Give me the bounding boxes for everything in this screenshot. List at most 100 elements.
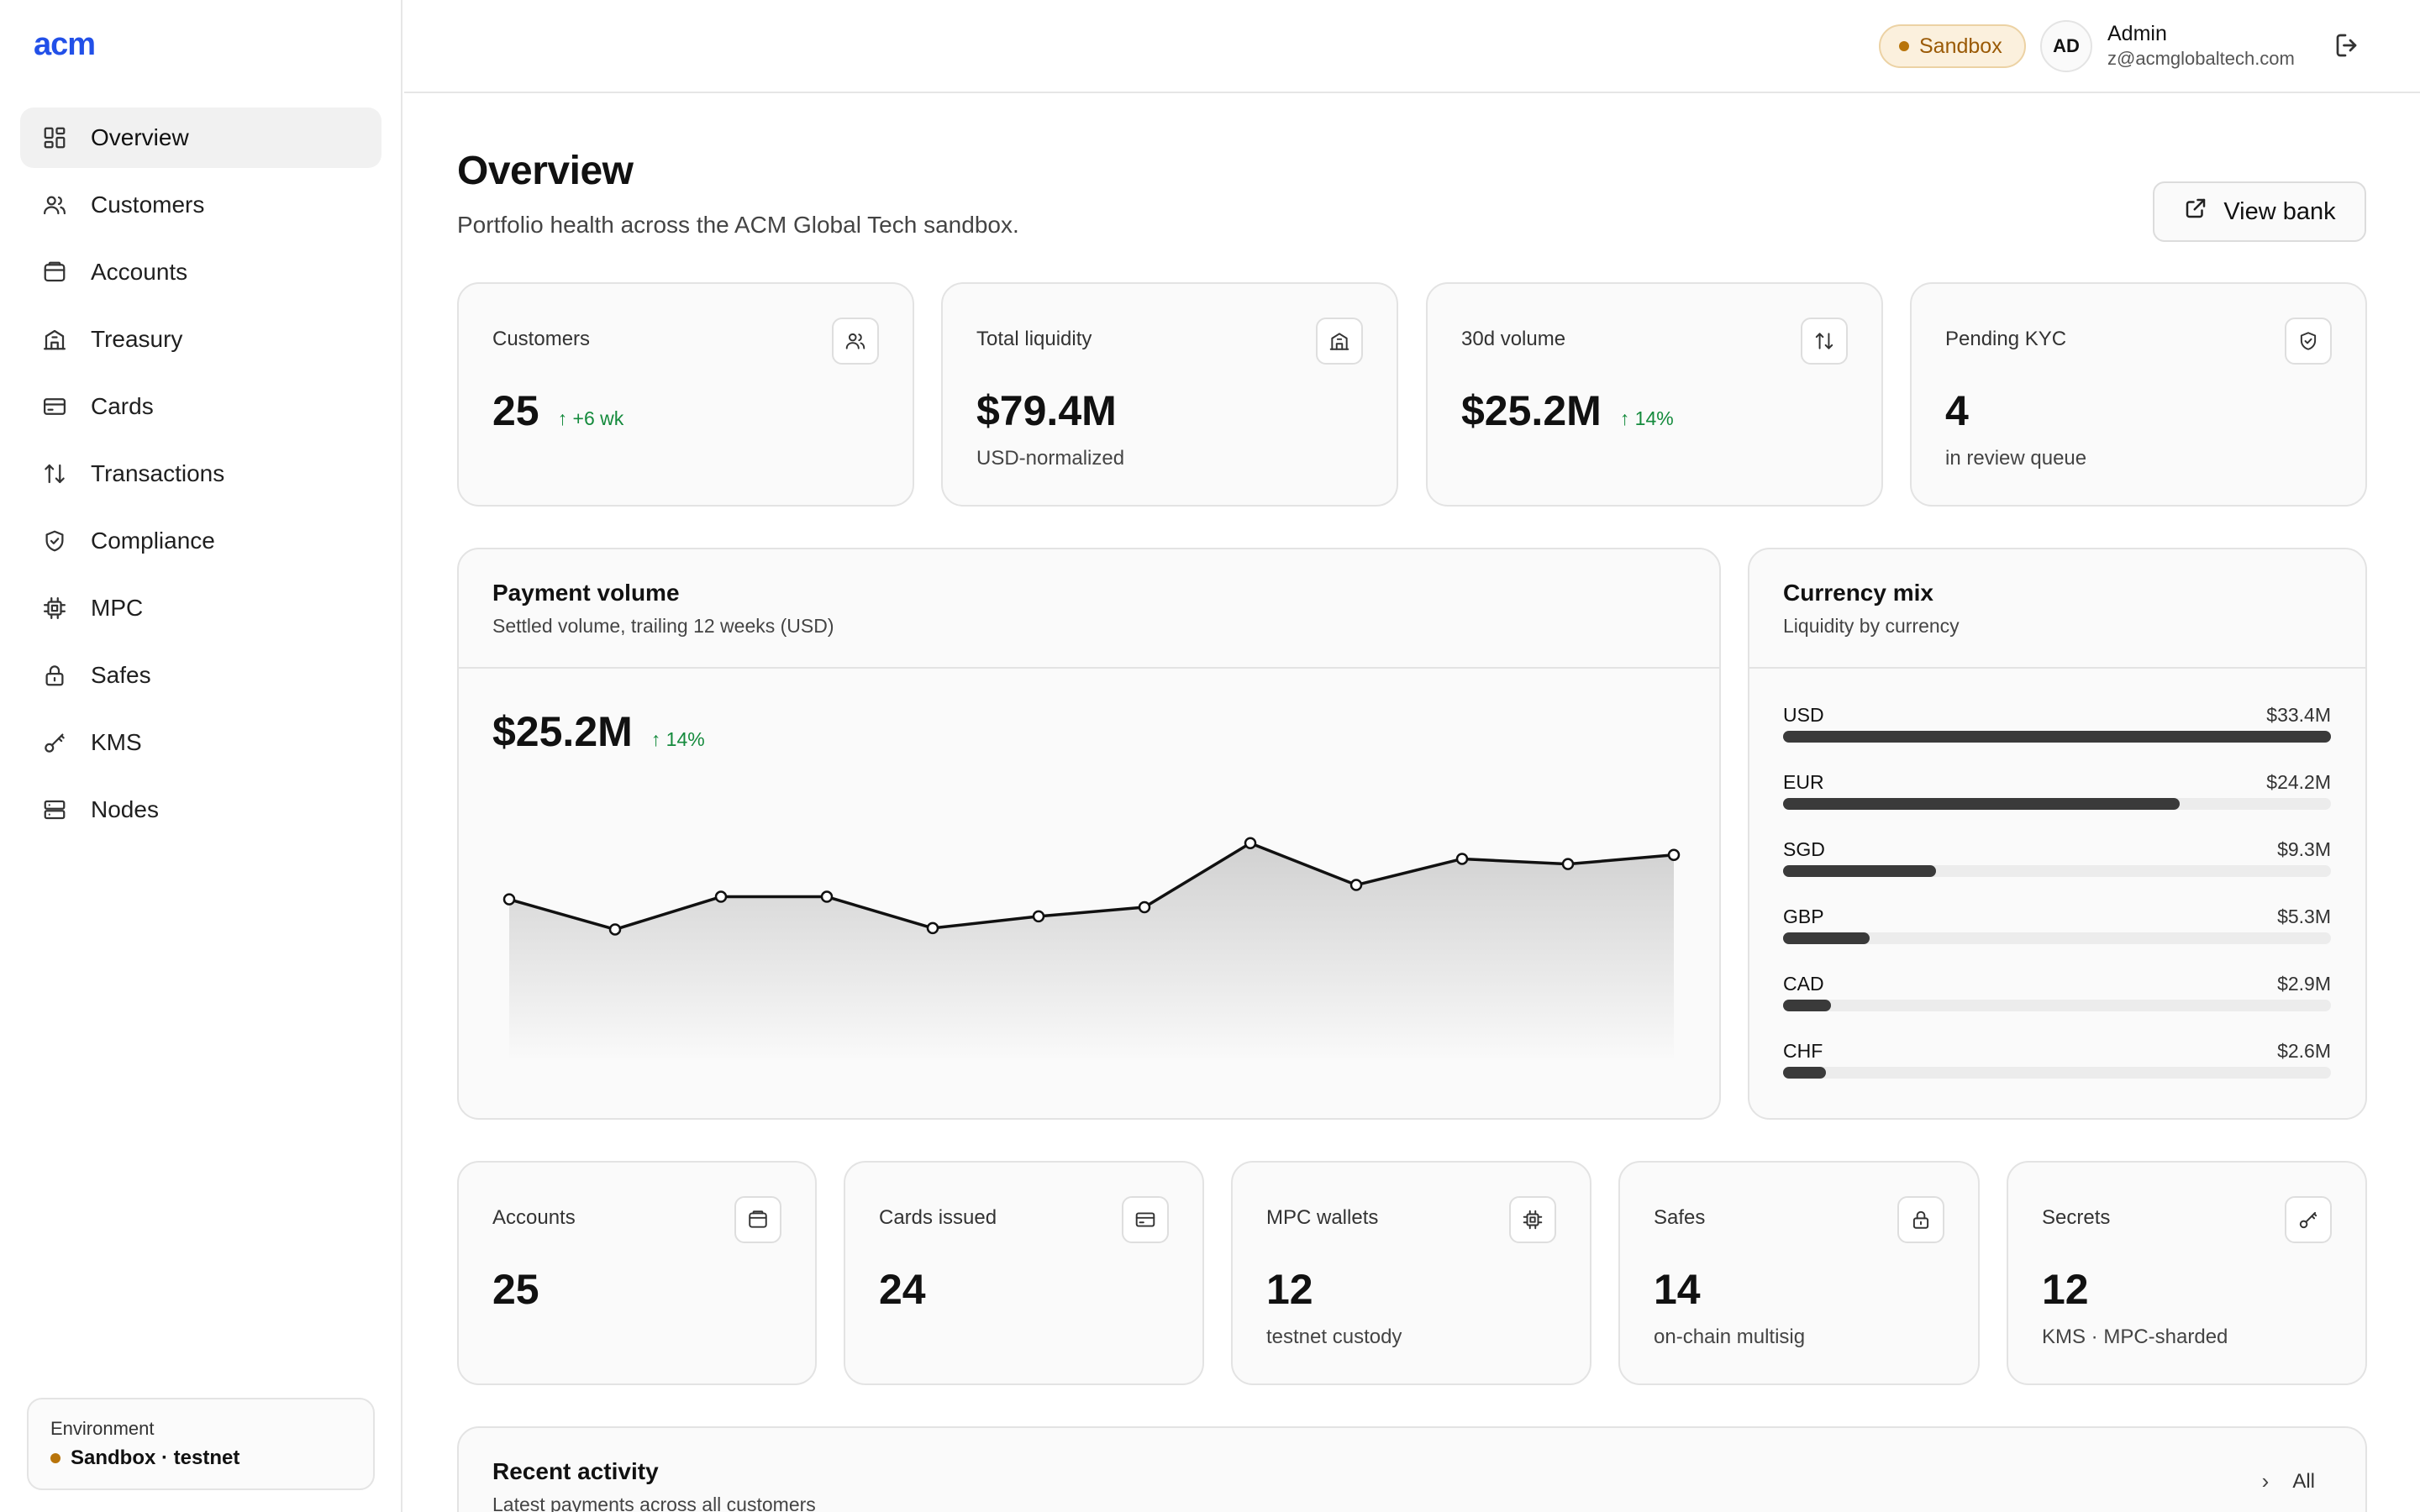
panel-subtitle: Latest payments across all customers <box>492 1494 816 1512</box>
chart-series-line <box>508 842 1675 932</box>
logout-button[interactable] <box>2333 30 2365 62</box>
stat-card-total-liquidity: Total liquidity $79.4M USD-normalized <box>941 282 1398 507</box>
view-all-label: All <box>2292 1469 2315 1493</box>
currency-amount: $2.9M <box>2277 973 2331 995</box>
sidebar-item-label: Accounts <box>91 259 188 285</box>
chip-icon <box>1509 1196 1556 1243</box>
stat-subtext: USD-normalized <box>976 447 1125 470</box>
sandbox-status-dot <box>1899 41 1909 51</box>
stat-value: 12 <box>1266 1266 1313 1313</box>
currency-row-chf: CHF $2.6M <box>1783 1040 2331 1079</box>
shield-check-icon <box>40 527 69 555</box>
currency-bar <box>1783 1067 1826 1079</box>
currency-bar-track <box>1783 1067 2331 1079</box>
stat-subtext: KMS · MPC-sharded <box>2042 1326 2228 1348</box>
chart-area-fill <box>509 843 1674 1062</box>
stat-label: Pending KYC <box>1945 328 2067 350</box>
sidebar-item-customers[interactable]: Customers <box>20 175 381 235</box>
stat-value-row: 4 <box>1945 386 1969 435</box>
currency-bar-track <box>1783 1000 2331 1011</box>
chart-point[interactable] <box>820 890 834 903</box>
currency-code: EUR <box>1783 771 1824 793</box>
sidebar-item-label: Compliance <box>91 528 215 554</box>
users-icon <box>40 191 69 219</box>
stat-value: 25 <box>492 1266 539 1313</box>
sidebar-item-label: Transactions <box>91 460 225 486</box>
currency-mix-panel: Currency mix Liquidity by currency USD $3… <box>1748 548 2367 1120</box>
sidebar-item-label: Safes <box>91 662 151 688</box>
sidebar-item-cards[interactable]: Cards <box>20 376 381 437</box>
view-all-activity-button[interactable]: › All <box>2262 1468 2315 1494</box>
chart-point[interactable] <box>1138 900 1151 914</box>
stat-label: Total liquidity <box>976 328 1092 350</box>
lock-icon <box>40 661 69 690</box>
panel-header: Recent activity Latest payments across a… <box>492 1458 816 1512</box>
stat-label: MPC wallets <box>1266 1206 1379 1229</box>
payment-volume-total: $25.2M <box>492 708 633 755</box>
sidebar-item-mpc[interactable]: MPC <box>20 578 381 638</box>
panel-subtitle: Settled volume, trailing 12 weeks (USD) <box>492 615 834 637</box>
stat-card-accounts: Accounts 25 <box>457 1161 817 1385</box>
sidebar-item-overview[interactable]: Overview <box>20 108 381 168</box>
key-icon <box>2285 1196 2332 1243</box>
currency-code: CAD <box>1783 973 1824 995</box>
sidebar-item-transactions[interactable]: Transactions <box>20 444 381 504</box>
chevron-right-icon: › <box>2261 1468 2270 1494</box>
chart-point[interactable] <box>502 893 516 906</box>
chart-point[interactable] <box>1244 837 1257 850</box>
chart-point[interactable] <box>1561 858 1575 870</box>
sidebar-item-kms[interactable]: KMS <box>20 712 381 773</box>
app-logo[interactable]: acm <box>34 27 96 62</box>
currency-amount: $33.4M <box>2266 704 2331 726</box>
chart-point[interactable] <box>926 921 939 935</box>
currency-amount: $24.2M <box>2266 771 2331 793</box>
chart-point[interactable] <box>1349 879 1363 891</box>
stat-subtext: testnet custody <box>1266 1326 1402 1348</box>
stat-label: Safes <box>1654 1206 1706 1229</box>
currency-row-eur: EUR $24.2M <box>1783 771 2331 810</box>
stat-value-row: 25 ↑ +6 wk <box>492 386 623 435</box>
chart-point[interactable] <box>1455 853 1469 865</box>
payment-volume-panel: Payment volume Settled volume, trailing … <box>457 548 1721 1120</box>
sidebar-item-label: Nodes <box>91 796 159 822</box>
wallet-icon <box>734 1196 781 1243</box>
chart-point[interactable] <box>608 923 622 936</box>
panel-title: Payment volume <box>492 580 680 606</box>
stat-card-safes: Safes 14 on-chain multisig <box>1618 1161 1980 1385</box>
currency-bar <box>1783 798 2181 810</box>
bank-icon <box>1316 318 1363 365</box>
chart-point[interactable] <box>1667 848 1681 862</box>
chart-point[interactable] <box>1032 910 1045 923</box>
environment-value-row: Sandbox · testnet <box>50 1446 351 1470</box>
sidebar: acm Overview Customers Accounts Treasury… <box>0 0 402 1512</box>
currency-amount: $2.6M <box>2277 1040 2331 1062</box>
panel-title: Recent activity <box>492 1458 659 1484</box>
sidebar-item-treasury[interactable]: Treasury <box>20 309 381 370</box>
currency-bar-track <box>1783 731 2331 743</box>
sidebar-item-accounts[interactable]: Accounts <box>20 242 381 302</box>
key-icon <box>40 728 69 757</box>
chart-point[interactable] <box>714 890 728 903</box>
sandbox-badge: Sandbox <box>1879 24 2026 68</box>
user-name: Admin <box>2107 22 2167 45</box>
sidebar-item-compliance[interactable]: Compliance <box>20 511 381 571</box>
stat-label: Cards issued <box>879 1206 997 1229</box>
sidebar-item-nodes[interactable]: Nodes <box>20 780 381 840</box>
sidebar-item-safes[interactable]: Safes <box>20 645 381 706</box>
sidebar-item-label: MPC <box>91 595 144 621</box>
avatar[interactable]: AD <box>2040 20 2092 72</box>
stat-card-30d-volume: 30d volume $25.2M ↑ 14% <box>1426 282 1883 507</box>
panel-header: Currency mix Liquidity by currency <box>1749 549 2365 669</box>
stat-value-row: 12 <box>2042 1265 2089 1314</box>
stat-label: Secrets <box>2042 1206 2111 1229</box>
stat-value-row: $25.2M ↑ 14% <box>1461 386 1674 435</box>
stat-value: 4 <box>1945 387 1969 434</box>
server-icon <box>40 795 69 824</box>
view-bank-label: View bank <box>2223 197 2336 225</box>
currency-bar <box>1783 1000 1831 1011</box>
view-bank-button[interactable]: View bank <box>2153 181 2366 242</box>
payment-volume-total-row: $25.2M ↑ 14% <box>492 707 705 756</box>
stat-card-secrets: Secrets 12 KMS · MPC-sharded <box>2007 1161 2367 1385</box>
sidebar-item-label: Cards <box>91 393 154 419</box>
currency-bar <box>1783 731 2331 743</box>
